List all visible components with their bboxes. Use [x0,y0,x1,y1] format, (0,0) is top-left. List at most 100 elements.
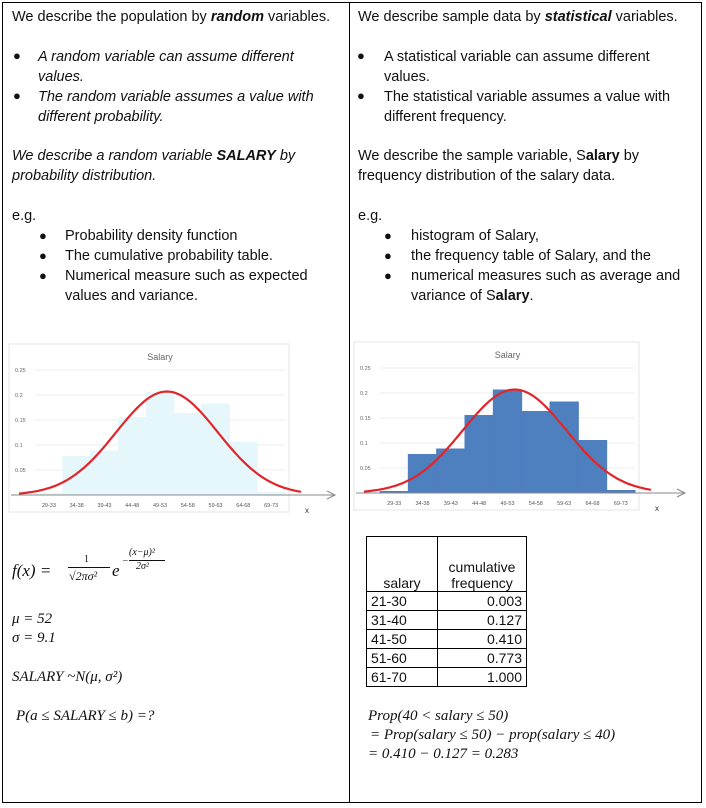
x-axis-arrowhead [326,490,337,500]
bullet-dot: ● [357,88,365,103]
bullet-dot: ● [384,248,392,263]
table-row: 61-70 1.000 [366,667,527,687]
histogram-bar [492,389,523,494]
table-row: 51-60 0.773 [366,648,527,668]
histogram-bar [117,417,147,496]
right-describe: We describe the sample variable, Salary … [358,148,640,184]
histogram-bar [201,403,230,496]
x-tick-label: 59-63 [209,503,223,509]
y-tick-label: 0.25 [15,368,26,374]
table-header-cell: cumulative frequency [437,536,527,592]
x-tick-label: 34-38 [415,501,429,507]
bullet-dot: ● [384,268,392,283]
right-column: We describe sample data by statistical v… [350,2,701,803]
left-intro: We describe the population by random var… [12,9,331,25]
x-tick-label: 64-68 [585,501,599,507]
right-eg-item-2: the frequency table of Salary, and the [411,248,651,264]
right-eg: e.g. [358,208,383,224]
calc-line-2: = Prop(salary ≤ 50) − prop(salary ≤ 40) [370,727,616,743]
pdf-chart: Salary 0.05 0.1 0.15 0.2 0.25 29-33 34-38 39-43 4… [8,343,337,515]
table-row: 21-30 0.003 [366,591,527,611]
x-tick-label: 64-68 [236,503,250,509]
left-eg-item-2: The cumulative probability table. [65,248,273,264]
left-describe: We describe a random variable SALARY by … [12,148,296,184]
right-eg-item-1: histogram of Salary, [411,228,539,244]
normal-curve [18,390,302,495]
x-tick-label: 59-63 [557,501,571,507]
distribution-statement: SALARY ~N(μ, σ²) [12,669,123,685]
right-intro: We describe sample data by statistical v… [358,9,678,25]
cumulative-frequency-table: salary cumulative frequency 21-30 0.003 3… [366,536,527,687]
sigma-value: σ = 9.1 [12,630,56,646]
bullet-dot: ● [39,248,47,263]
histogram-bar [62,456,92,496]
x-tick-label: 39-43 [444,501,458,507]
table-cell: 0.773 [437,648,527,668]
y-tick-label: 0.05 [15,468,26,474]
table-header-cell: salary [366,536,438,592]
x-tick-label: 49-53 [500,501,514,507]
table-cell: 31-40 [366,610,438,630]
histogram-bar [407,454,438,494]
x-axis-arrowhead [676,488,687,498]
histogram-chart: Salary 0.05 0.1 0.15 0.2 0.25 29-33 34-38 39-43 4… [353,341,687,513]
y-tick-label: 0.05 [360,466,371,472]
left-bullet-2: The random variable assumes a value with… [38,89,314,125]
fraction-bar [129,560,165,561]
right-bullet-2: The statistical variable assumes a value… [384,89,671,125]
mu-value: μ = 52 [12,611,53,627]
bullet-dot: ● [39,268,47,283]
left-eg: e.g. [12,208,37,224]
chart-title: Salary [495,350,521,360]
y-tick-label: 0.25 [360,366,371,372]
left-column: We describe the population by random var… [3,2,348,803]
x-tick-label: 44-48 [125,503,139,509]
bullet-dot: ● [39,228,47,243]
table-cell: 1.000 [437,667,527,687]
histogram-bar [521,411,551,494]
y-tick-label: 0.15 [15,418,26,424]
table-row: 31-40 0.127 [366,610,527,630]
calc-line-3: = 0.410 − 0.127 = 0.283 [368,746,519,762]
x-tick-label: 54-58 [181,503,195,509]
chart-title: Salary [147,352,173,362]
right-eg-item-3: numerical measures such as average and v… [411,268,681,304]
histogram-bar [464,415,494,494]
probability-question: P(a ≤ SALARY ≤ b) =? [16,708,155,724]
right-bullet-1: A statistical variable can assume differ… [384,49,650,85]
table-row: 41-50 0.410 [366,629,527,649]
left-bullet-1: A random variable can assume different v… [38,49,294,85]
x-tick-label: 34-38 [70,503,84,509]
histogram-bar [145,391,175,496]
x-tick-label: 39-43 [97,503,111,509]
table-cell: 41-50 [366,629,438,649]
normal-curve [363,388,652,493]
y-tick-label: 0.2 [360,391,368,397]
table-header-row: salary cumulative frequency [366,536,527,592]
bullet-dot: ● [13,88,21,103]
x-tick-label: 49-53 [153,503,167,509]
table-cell: 0.127 [437,610,527,630]
left-eg-item-1: Probability density function [65,228,238,244]
table-cell: 51-60 [366,648,438,668]
column-divider [349,2,350,803]
fraction-bar [68,567,110,568]
y-tick-label: 0.15 [360,416,371,422]
x-axis-label: x [655,504,659,513]
x-tick-label: 44-48 [472,501,486,507]
bullet-dot: ● [357,48,365,63]
x-tick-label: 69-73 [614,501,628,507]
bullet-dot: ● [13,48,21,63]
y-tick-label: 0.1 [15,443,23,449]
x-tick-label: 29-33 [42,503,56,509]
histogram-bar [173,413,203,496]
x-tick-label: 54-58 [529,501,543,507]
x-tick-label: 69-73 [264,503,278,509]
table-cell: 0.003 [437,591,527,611]
table-cell: 21-30 [366,591,438,611]
table-cell: 61-70 [366,667,438,687]
y-tick-label: 0.2 [15,393,23,399]
calc-line-1: Prop(40 < salary ≤ 50) [368,708,509,724]
x-axis-label: x [305,506,309,515]
